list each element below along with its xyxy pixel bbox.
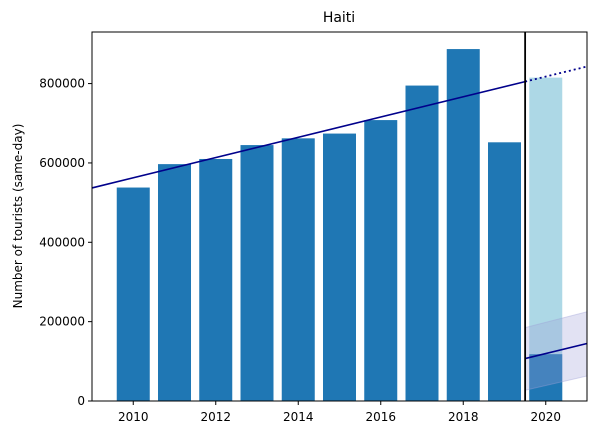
trend-line bbox=[91, 80, 526, 189]
y-tick-label-600000: 600000 bbox=[39, 156, 85, 170]
x-tick-label-2010: 2010 bbox=[118, 410, 149, 424]
bar-2020-s2 bbox=[529, 354, 563, 401]
bar-2010 bbox=[116, 187, 150, 401]
chart-title: Haiti bbox=[323, 10, 355, 26]
plot-area: 2010 2012 2014 2016 2018 2020 0 200000 400000 600… bbox=[39, 31, 588, 424]
x-tick-label-2018: 2018 bbox=[448, 410, 479, 424]
bar-2015 bbox=[323, 133, 356, 401]
bar-2013 bbox=[240, 145, 274, 401]
bar-2019 bbox=[488, 142, 521, 401]
x-tick-label-2012: 2012 bbox=[200, 410, 231, 424]
trend-line-projection bbox=[524, 65, 588, 83]
y-tick-label-0: 0 bbox=[77, 394, 85, 408]
bar-2014 bbox=[281, 138, 315, 401]
plot-frame bbox=[91, 31, 588, 402]
y-axis-title: Number of tourists (same-day) bbox=[11, 124, 25, 309]
y-tick-label-200000: 200000 bbox=[39, 315, 85, 329]
x-tick-label-2016: 2016 bbox=[365, 410, 396, 424]
y-tick-label-400000: 400000 bbox=[39, 235, 85, 249]
bar-2011 bbox=[158, 164, 191, 401]
x-tick-label-2014: 2014 bbox=[283, 410, 314, 424]
forecast-line bbox=[524, 342, 588, 360]
bar-2020-s1 bbox=[529, 77, 563, 402]
x-tick-label-2020: 2020 bbox=[530, 410, 561, 424]
bar-2017 bbox=[405, 85, 439, 401]
bar-2016 bbox=[364, 120, 398, 402]
y-tick-label-800000: 800000 bbox=[39, 77, 85, 91]
bar-2012 bbox=[199, 158, 233, 401]
bar-2018 bbox=[446, 49, 480, 402]
